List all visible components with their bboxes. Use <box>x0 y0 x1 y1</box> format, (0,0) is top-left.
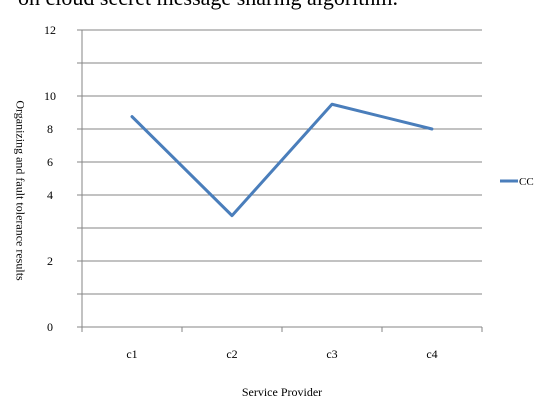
x-tick-labels: c1 c2 c3 c4 <box>126 347 437 361</box>
y-tick-label: 8 <box>47 122 53 136</box>
y-axis-title: Organizing and fault tolerance results <box>13 100 27 281</box>
x-tick-label: c1 <box>126 347 137 361</box>
y-tick-label: 4 <box>47 188 53 202</box>
axes <box>77 29 483 332</box>
legend-label: CC <box>519 176 534 188</box>
x-axis-title: Service Provider <box>242 385 322 399</box>
data-point <box>431 128 433 130</box>
y-tick-labels: 0 2 4 6 8 10 12 <box>44 23 56 334</box>
y-tick-label: 10 <box>44 89 56 103</box>
y-tick-label: 6 <box>47 155 53 169</box>
data-point <box>131 116 133 118</box>
x-tick-label: c4 <box>426 347 437 361</box>
y-tick-label: 12 <box>44 23 56 37</box>
x-tick-label: c3 <box>326 347 337 361</box>
series-lines <box>130 102 434 218</box>
y-tick-label: 2 <box>47 254 53 268</box>
series-line <box>130 102 434 218</box>
data-point <box>231 215 233 217</box>
data-point <box>331 103 333 105</box>
y-tick-label: 0 <box>47 320 53 334</box>
figure-caption: on cloud secret message sharing algorith… <box>0 0 535 10</box>
gridlines <box>82 29 482 295</box>
legend: CC <box>500 176 534 188</box>
x-tick-label: c2 <box>226 347 237 361</box>
